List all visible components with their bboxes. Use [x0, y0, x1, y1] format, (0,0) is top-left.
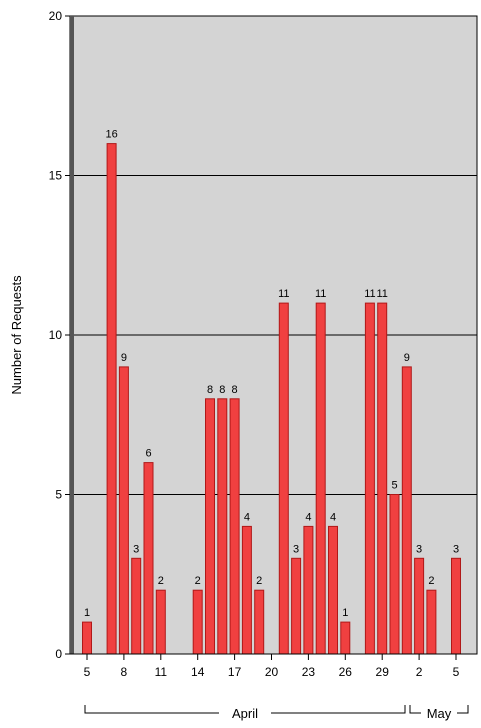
data-label: 11 [315, 288, 326, 300]
bar [278, 302, 289, 655]
bar [451, 557, 461, 655]
month-label: May [427, 706, 452, 721]
data-label: 8 [219, 384, 225, 396]
bar [426, 589, 437, 655]
x-tick-label: 5 [84, 665, 91, 679]
bar [155, 589, 166, 655]
bar [118, 366, 129, 655]
data-label: 3 [133, 543, 139, 555]
x-tick-label: 14 [191, 665, 205, 679]
bar [291, 557, 302, 655]
x-tick-label: 20 [265, 665, 279, 679]
bar [205, 398, 215, 655]
bar [364, 302, 375, 655]
data-label: 3 [453, 543, 459, 555]
y-tick-label: 20 [49, 9, 63, 23]
bar [389, 494, 400, 655]
data-label: 1 [342, 607, 348, 619]
x-tick-label: 11 [155, 665, 168, 679]
y-axis-label: Number of Requests [9, 275, 24, 395]
data-label: 9 [404, 352, 410, 364]
y-tick-label: 10 [49, 328, 63, 342]
data-label: 8 [232, 384, 238, 396]
bar [414, 557, 425, 655]
data-label: 2 [158, 575, 164, 587]
month-bracket: May [409, 705, 469, 721]
data-label: 6 [145, 448, 151, 460]
bar [131, 557, 142, 655]
bar [106, 143, 117, 655]
data-label: 4 [305, 511, 311, 523]
month-bracket: April [84, 705, 406, 721]
bar [254, 589, 265, 655]
data-label: 8 [207, 384, 213, 396]
month-label: April [232, 706, 258, 721]
data-label: 4 [244, 511, 250, 523]
bar [315, 302, 326, 655]
data-label: 2 [256, 575, 262, 587]
x-tick-label: 23 [302, 665, 316, 679]
bar [401, 366, 412, 655]
y-tick-label: 15 [49, 169, 63, 183]
bar [303, 525, 314, 655]
x-axis: 5 8 11 14 17 20 23 26 29 2 5 [70, 653, 477, 679]
x-tick-label: 8 [121, 665, 128, 679]
data-label: 3 [416, 543, 422, 555]
bar [143, 462, 154, 655]
y-tick-label: 5 [55, 488, 62, 502]
bar [192, 589, 203, 655]
bar [82, 621, 92, 655]
x-tick-label: 29 [376, 665, 390, 679]
y-tick-label: 0 [55, 647, 62, 661]
data-label: 9 [121, 352, 127, 364]
bar [340, 621, 351, 655]
bar [229, 398, 240, 655]
y-axis-line [70, 16, 74, 654]
data-label: 11 [278, 288, 289, 300]
data-label: 5 [391, 480, 397, 492]
data-label: 1 [84, 607, 90, 619]
data-label: 11 [376, 288, 387, 300]
data-label: 3 [293, 543, 299, 555]
bar [241, 525, 252, 655]
x-tick-label: 2 [416, 665, 423, 679]
bar [217, 398, 228, 655]
month-brackets: April May [84, 705, 469, 721]
data-label: 2 [195, 575, 201, 587]
x-tick-label: 5 [453, 665, 460, 679]
bars [82, 143, 461, 655]
bar [377, 302, 388, 655]
bar [328, 525, 338, 655]
x-tick-label: 17 [228, 665, 242, 679]
data-label: 16 [105, 129, 117, 141]
data-label: 2 [428, 575, 434, 587]
y-axis: 0 5 10 15 20 [49, 9, 74, 661]
x-tick-label: 26 [339, 665, 353, 679]
data-label: 4 [330, 511, 336, 523]
data-label: 11 [364, 288, 375, 300]
